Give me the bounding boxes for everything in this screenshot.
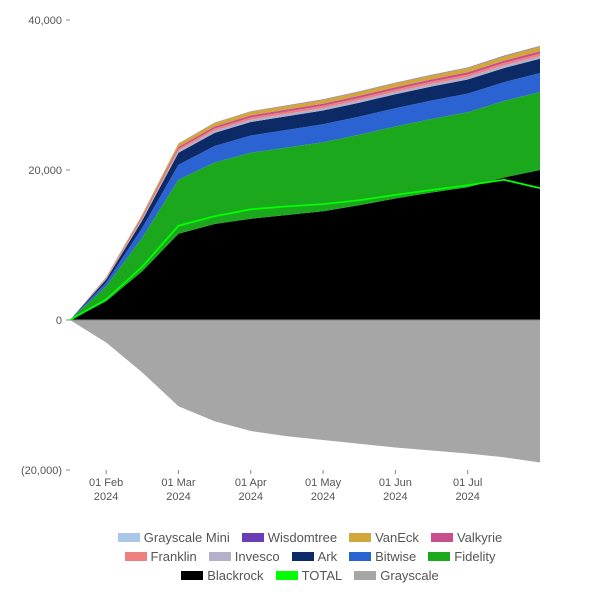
y-tick-label: 0: [56, 315, 62, 327]
legend-label: Bitwise: [375, 549, 416, 564]
y-tick-label: 40,000: [28, 15, 62, 27]
legend-item-vaneck: VanEck: [349, 530, 419, 545]
legend-swatch: [292, 552, 314, 561]
legend-item-grayscale_mini: Grayscale Mini: [118, 530, 230, 545]
legend-label: Wisdomtree: [268, 530, 337, 545]
x-tick-label: 01 Jun: [379, 477, 412, 489]
stacked-area-chart: 40,000 20,000 0 (20,000) 01 Feb 2024 01 Mar 202…: [20, 10, 550, 515]
x-tick-label: 2024: [383, 491, 407, 503]
legend-item-blackrock: Blackrock: [181, 568, 263, 583]
chart-legend: Grayscale Mini Wisdomtree VanEck Valkyrie Fr…: [60, 530, 560, 587]
x-tick-label: 01 Apr: [235, 477, 267, 489]
legend-label: Valkyrie: [457, 530, 502, 545]
legend-item-ark: Ark: [292, 549, 338, 564]
legend-swatch: [349, 533, 371, 542]
x-tick-label: 01 Feb: [89, 477, 123, 489]
legend-swatch: [209, 552, 231, 561]
legend-swatch: [242, 533, 264, 542]
legend-item-valkyrie: Valkyrie: [431, 530, 502, 545]
legend-swatch: [354, 571, 376, 580]
legend-label: Invesco: [235, 549, 280, 564]
legend-swatch: [181, 571, 203, 580]
x-tick-label: 2024: [311, 491, 335, 503]
legend-label: Ark: [318, 549, 338, 564]
legend-swatch: [276, 571, 298, 580]
legend-item-invesco: Invesco: [209, 549, 280, 564]
legend-label: Grayscale: [380, 568, 439, 583]
y-tick-label: 20,000: [28, 165, 62, 177]
legend-label: Fidelity: [454, 549, 495, 564]
x-tick-label: 2024: [455, 491, 479, 503]
legend-swatch: [428, 552, 450, 561]
legend-label: Blackrock: [207, 568, 263, 583]
legend-item-franklin: Franklin: [125, 549, 197, 564]
legend-label: TOTAL: [302, 568, 343, 583]
legend-item-total: TOTAL: [276, 568, 343, 583]
legend-item-grayscale: Grayscale: [354, 568, 439, 583]
legend-label: VanEck: [375, 530, 419, 545]
legend-swatch: [349, 552, 371, 561]
x-tick-label: 2024: [94, 491, 118, 503]
legend-label: Grayscale Mini: [144, 530, 230, 545]
y-tick-label: (20,000): [21, 465, 62, 477]
x-tick-label: 2024: [166, 491, 190, 503]
x-tick-label: 01 Jul: [453, 477, 482, 489]
x-tick-label: 2024: [239, 491, 263, 503]
legend-label: Franklin: [151, 549, 197, 564]
legend-item-bitwise: Bitwise: [349, 549, 416, 564]
legend-swatch: [118, 533, 140, 542]
legend-item-fidelity: Fidelity: [428, 549, 495, 564]
x-tick-label: 01 Mar: [161, 477, 196, 489]
legend-swatch: [125, 552, 147, 561]
legend-item-wisdomtree: Wisdomtree: [242, 530, 337, 545]
x-tick-label: 01 May: [305, 477, 342, 489]
legend-swatch: [431, 533, 453, 542]
